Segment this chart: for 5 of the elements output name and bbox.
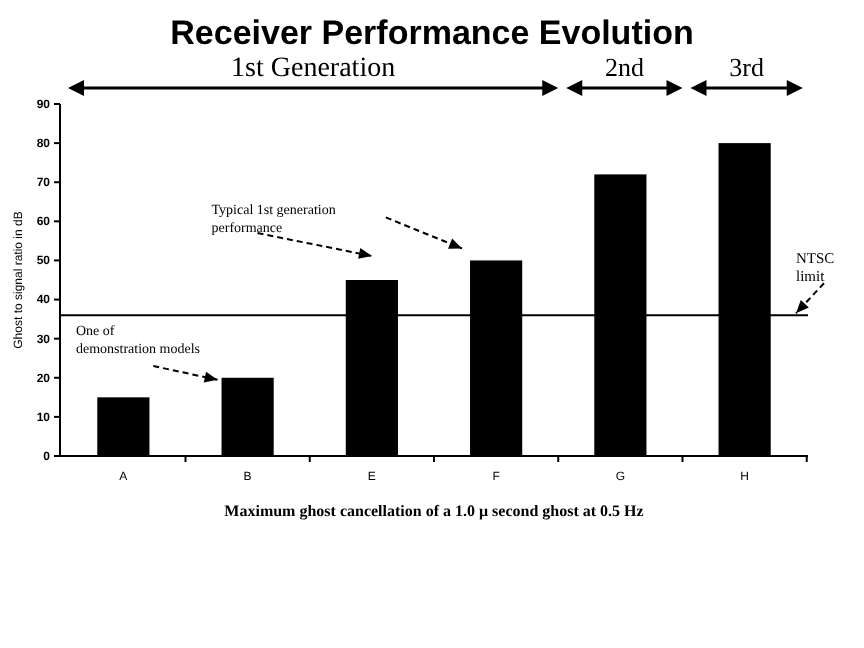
text: 2nd: [604, 52, 645, 82]
text: 3rd: [729, 52, 765, 82]
x-axis-title: Maximum ghost cancellation of a 1.0 μ second ghost at 0.5 Hz: [224, 502, 645, 520]
chart-title: Receiver Performance Evolution: [170, 14, 694, 52]
text: 1st Generation: [231, 54, 396, 84]
